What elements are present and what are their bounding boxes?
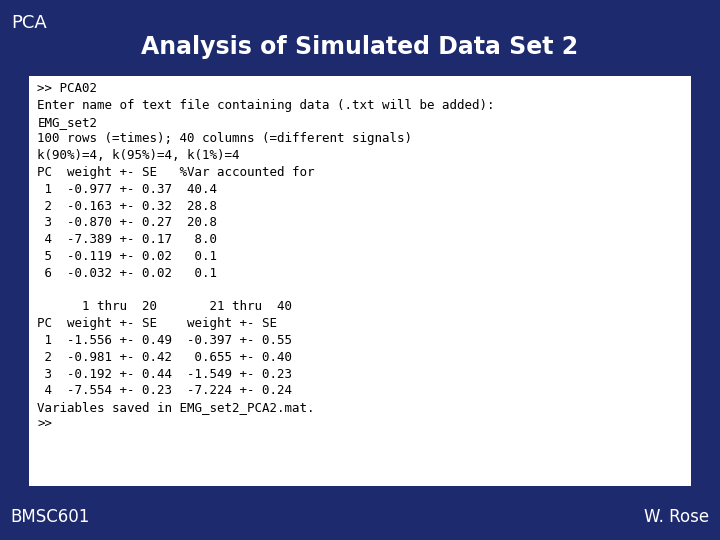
Text: >> PCA02
Enter name of text file containing data (.txt will be added):
EMG_set2
: >> PCA02 Enter name of text file contain… — [37, 82, 495, 431]
Text: Analysis of Simulated Data Set 2: Analysis of Simulated Data Set 2 — [141, 35, 579, 59]
Text: W. Rose: W. Rose — [644, 509, 709, 526]
FancyBboxPatch shape — [29, 76, 691, 486]
Text: BMSC601: BMSC601 — [11, 509, 90, 526]
Text: PCA: PCA — [11, 14, 47, 31]
